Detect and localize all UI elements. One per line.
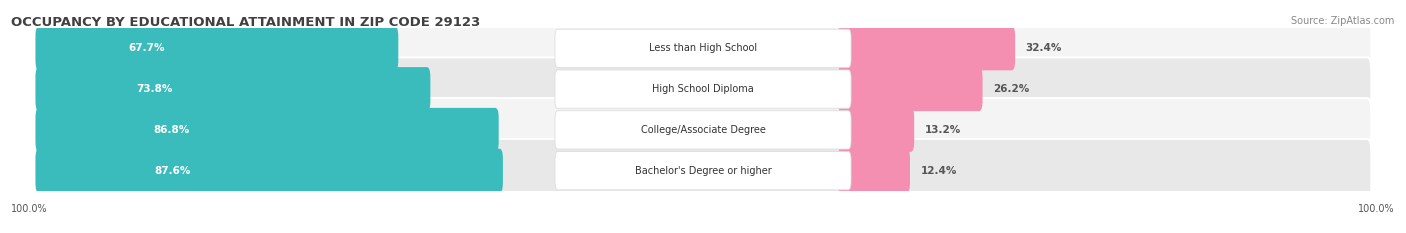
Text: 67.7%: 67.7%: [128, 43, 165, 53]
Text: Less than High School: Less than High School: [650, 43, 756, 53]
Text: 13.2%: 13.2%: [925, 125, 960, 135]
FancyBboxPatch shape: [35, 108, 499, 152]
Text: 73.8%: 73.8%: [136, 84, 173, 94]
FancyBboxPatch shape: [555, 111, 851, 149]
FancyBboxPatch shape: [838, 149, 910, 193]
Text: 26.2%: 26.2%: [993, 84, 1029, 94]
FancyBboxPatch shape: [838, 67, 983, 111]
Text: 87.6%: 87.6%: [155, 166, 190, 176]
Text: OCCUPANCY BY EDUCATIONAL ATTAINMENT IN ZIP CODE 29123: OCCUPANCY BY EDUCATIONAL ATTAINMENT IN Z…: [11, 16, 481, 29]
Text: 12.4%: 12.4%: [921, 166, 956, 176]
Text: Source: ZipAtlas.com: Source: ZipAtlas.com: [1291, 16, 1395, 26]
FancyBboxPatch shape: [555, 29, 851, 68]
Text: College/Associate Degree: College/Associate Degree: [641, 125, 765, 135]
Text: 86.8%: 86.8%: [153, 125, 190, 135]
Text: Bachelor's Degree or higher: Bachelor's Degree or higher: [634, 166, 772, 176]
Text: 100.0%: 100.0%: [11, 204, 48, 214]
Text: 32.4%: 32.4%: [1025, 43, 1062, 53]
FancyBboxPatch shape: [555, 151, 851, 190]
FancyBboxPatch shape: [35, 26, 398, 70]
FancyBboxPatch shape: [35, 17, 1371, 80]
FancyBboxPatch shape: [838, 26, 1015, 70]
FancyBboxPatch shape: [35, 57, 1371, 121]
FancyBboxPatch shape: [35, 149, 503, 193]
Text: High School Diploma: High School Diploma: [652, 84, 754, 94]
FancyBboxPatch shape: [35, 67, 430, 111]
FancyBboxPatch shape: [555, 70, 851, 108]
Text: 100.0%: 100.0%: [1358, 204, 1395, 214]
FancyBboxPatch shape: [35, 98, 1371, 162]
FancyBboxPatch shape: [35, 139, 1371, 202]
FancyBboxPatch shape: [838, 108, 914, 152]
